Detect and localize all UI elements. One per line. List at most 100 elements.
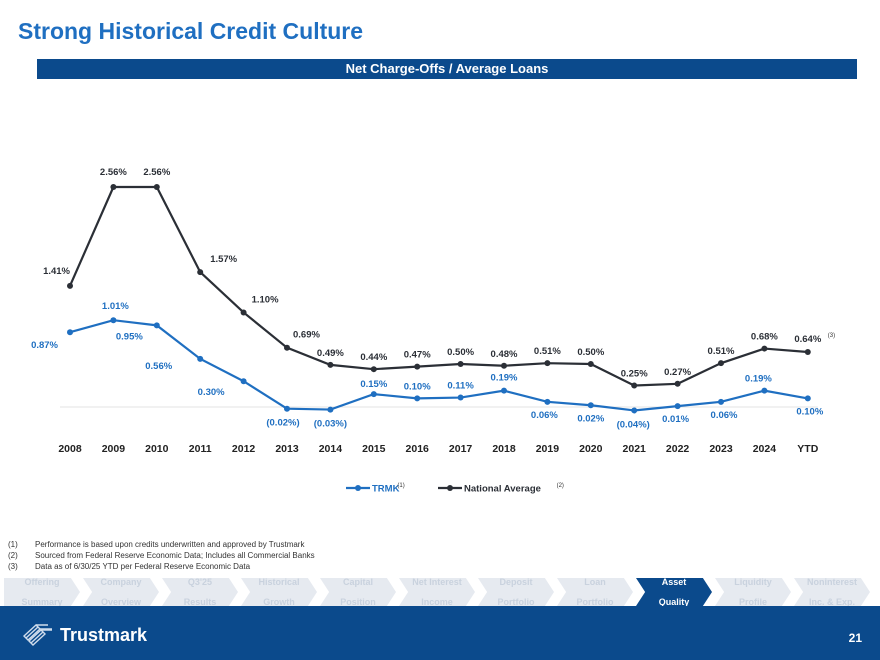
trmk-data-point (414, 395, 421, 402)
trmk-data-label: (0.02%) (266, 418, 299, 429)
trmk-legend-superscript: (1) (397, 483, 404, 489)
national-average-data-point (457, 361, 464, 368)
trmk-data-point (631, 407, 638, 414)
trmk-data-point (674, 403, 681, 410)
national-average-data-point (110, 184, 117, 190)
trmk-data-point (197, 355, 204, 362)
trmk-data-point (804, 395, 811, 402)
national-average-data-label: 1.57% (210, 254, 237, 265)
page-title: Strong Historical Credit Culture (18, 18, 364, 44)
trmk-data-point (153, 322, 160, 329)
nav-item-loan-portfolio[interactable]: Loan Portfolio (557, 578, 633, 606)
national-average-data-label: 0.25% (621, 369, 648, 380)
trmk-data-point (327, 406, 334, 413)
trmk-data-label: 0.19% (491, 373, 518, 384)
trustmark-logo-icon (22, 624, 52, 646)
nav-item-capital-position[interactable]: Capital Position (320, 578, 396, 606)
trmk-data-point (544, 398, 551, 405)
trmk-data-label: 0.01% (662, 414, 689, 425)
national-average-data-point (153, 184, 160, 190)
national-average-data-label: 0.27% (664, 367, 691, 378)
trmk-data-label: 0.02% (577, 413, 604, 424)
trmk-data-label: 0.30% (198, 387, 225, 398)
national-average-data-point (761, 345, 768, 352)
national-average-data-label: 0.49% (317, 348, 344, 359)
nav-item-noninterest[interactable]: Noninterest Inc. & Exp. (794, 578, 870, 606)
nav-item-q3-results[interactable]: Q3'25 Results (162, 578, 238, 606)
footnote-number: (1) (8, 540, 18, 549)
national-average-series-line (68, 185, 808, 387)
trmk-data-point (761, 387, 768, 394)
national-average-data-label: 0.44% (360, 352, 387, 363)
trmk-data-label: 0.87% (31, 340, 58, 351)
trmk-data-point (370, 391, 377, 398)
national-average-data-point (197, 269, 204, 276)
national-average-data-label: 0.68% (751, 332, 778, 343)
x-tick-label: 2016 (406, 443, 430, 455)
footnote-number: (3) (8, 562, 18, 571)
trmk-data-point (67, 329, 73, 336)
trmk-data-label: 0.06% (711, 410, 738, 421)
national-average-data-label: 2.56% (100, 167, 127, 178)
trmk-series-line (69, 319, 808, 412)
nav-item-historical-growth[interactable]: Historical Growth (241, 578, 317, 606)
national-average-data-label: 1.41% (43, 266, 70, 277)
trmk-legend-label: TRMK (372, 484, 400, 495)
trmk-data-label: 0.11% (447, 381, 474, 392)
trmk-data-point (240, 378, 247, 385)
x-tick-label: 2022 (666, 443, 690, 455)
trmk-data-label: 0.95% (116, 331, 143, 342)
national-average-data-point (284, 344, 290, 351)
nav-item-liquidity-profile[interactable]: Liquidity Profile (715, 578, 791, 606)
x-tick-label: 2012 (232, 443, 256, 455)
nav-item-asset-quality[interactable]: Asset Quality (636, 578, 712, 606)
national-average-legend-label: National Average (464, 484, 541, 495)
x-tick-label: 2015 (362, 443, 386, 455)
x-tick-label: 2009 (102, 443, 126, 455)
national-average-data-label: 0.69% (293, 330, 320, 341)
national-average-data-point (240, 309, 247, 316)
logo-text: Trustmark (60, 624, 148, 645)
x-tick-label: 2019 (536, 443, 560, 455)
nav-item-offering-summary[interactable]: Offering Summary (4, 578, 80, 606)
footnote: (1) Performance is based upon credits und… (8, 539, 315, 550)
national-average-data-label: 0.50% (447, 347, 474, 358)
trmk-data-point (457, 394, 464, 401)
nav-item-deposit-portfolio[interactable]: Deposit Portfolio (478, 578, 554, 606)
national-average-data-point (544, 360, 551, 367)
footnotes: (1) Performance is based upon credits und… (8, 539, 315, 572)
national-average-data-point (414, 363, 421, 370)
x-tick-label: 2021 (623, 443, 647, 455)
national-average-data-point (804, 349, 811, 355)
national-average-legend-superscript: (2) (557, 483, 564, 489)
trmk-data-point (110, 317, 117, 324)
trmk-data-label: 0.10% (404, 381, 431, 392)
trmk-data-label: 1.01% (102, 301, 129, 312)
x-tick-label: 2017 (449, 443, 473, 455)
line-chart: 2008 2009 2010 2011 2012 2013 2014 2015 2016 2017… (31, 167, 835, 495)
trmk-data-point (718, 398, 724, 405)
trmk-legend-marker (355, 485, 361, 491)
national-average-data-label: 1.10% (252, 294, 279, 305)
national-average-data-point (67, 282, 73, 289)
section-nav: Offering Summary Company Overview Q3'25 Res… (0, 578, 880, 606)
national-average-data-point (587, 361, 594, 368)
x-tick-label: 2020 (579, 443, 603, 455)
trmk-data-label: 0.19% (745, 374, 772, 385)
national-average-data-point (370, 366, 377, 373)
national-average-data-point (501, 362, 507, 369)
footnote: (3) Data as of 6/30/25 YTD per Federal Re… (8, 561, 315, 572)
page-number: 21 (848, 631, 862, 645)
trustmark-logo: Trustmark (22, 622, 147, 648)
x-tick-label: 2018 (492, 443, 516, 455)
national-average-data-point (718, 360, 724, 367)
x-tick-label: 2008 (58, 443, 82, 455)
national-average-data-label: 0.48% (491, 349, 518, 360)
nav-item-net-interest-income[interactable]: Net Interest Income (399, 578, 475, 606)
trmk-data-label: 0.06% (531, 410, 558, 421)
trmk-data-label: 0.10% (796, 406, 823, 417)
x-tick-label: 2023 (709, 443, 733, 455)
nav-item-company-overview[interactable]: Company Overview (83, 578, 159, 606)
trmk-data-point (501, 387, 507, 394)
trmk-data-label: (0.03%) (314, 419, 347, 430)
